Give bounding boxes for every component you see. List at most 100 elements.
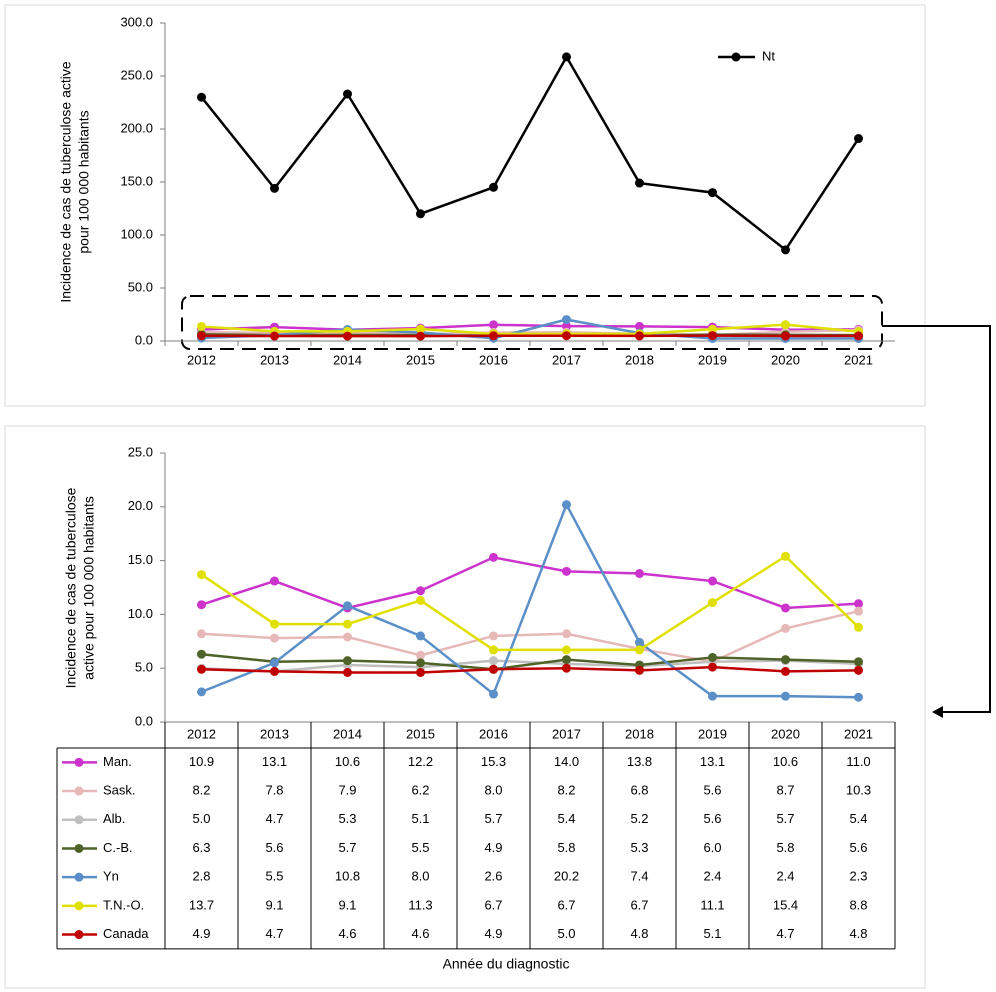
x-tick-label: 2014: [333, 726, 362, 741]
table-cell: 10.6: [773, 754, 798, 769]
y-tick-label: 5.0: [135, 660, 153, 675]
series-marker: [562, 500, 571, 510]
series-marker: [562, 566, 571, 576]
table-cell: 4.7: [265, 811, 283, 826]
series-marker: [416, 650, 425, 660]
series-marker: [854, 134, 863, 144]
series-marker: [489, 664, 498, 674]
series-marker: [854, 599, 863, 609]
y-tick-label: 50.0: [128, 279, 153, 294]
table-cell: 10.6: [335, 754, 360, 769]
x-tick-label: 2016: [479, 352, 508, 367]
series-marker: [489, 689, 498, 699]
series-marker: [562, 629, 571, 639]
table-cell: 7.9: [338, 782, 356, 797]
table-cell: 8.7: [776, 782, 794, 797]
table-cell: 6.3: [192, 840, 210, 855]
bottom-panel: [4, 425, 926, 989]
series-marker: [270, 331, 279, 341]
series-marker: [489, 656, 498, 666]
series-marker: [854, 606, 863, 616]
series-marker: [270, 576, 279, 586]
legend-label: Nt: [762, 48, 775, 63]
series-marker: [708, 662, 717, 672]
legend-marker: [74, 872, 84, 882]
x-tick-label: 2012: [187, 726, 216, 741]
y-axis-label: Incidence de cas de tuberculose: [63, 487, 79, 688]
table-cell: 15.3: [481, 754, 506, 769]
x-tick-label: 2021: [844, 352, 873, 367]
series-marker: [270, 633, 279, 643]
series-marker: [708, 331, 717, 341]
table-cell: 2.8: [192, 869, 210, 884]
table-cell: 6.0: [703, 840, 721, 855]
x-tick-label: 2012: [187, 352, 216, 367]
legend-label: Man.: [103, 754, 132, 769]
series-marker: [416, 209, 425, 219]
series-marker: [781, 320, 790, 330]
x-tick-label: 2018: [625, 726, 654, 741]
series-marker: [854, 657, 863, 667]
x-tick-label: 2017: [552, 352, 581, 367]
series-marker: [343, 632, 352, 642]
table-cell: 5.1: [703, 926, 721, 941]
series-line: [201, 652, 859, 671]
series-marker: [854, 665, 863, 675]
series-marker: [416, 658, 425, 668]
y-tick-label: 100.0: [120, 226, 153, 241]
table-cell: 4.9: [484, 926, 502, 941]
series-marker: [562, 331, 571, 341]
table-cell: 10.9: [189, 754, 214, 769]
series-line: [201, 609, 859, 664]
table-cell: 5.6: [849, 840, 867, 855]
table-cell: 7.8: [265, 782, 283, 797]
table-cell: 5.1: [411, 811, 429, 826]
table-cell: 5.7: [484, 811, 502, 826]
table-cell: 13.8: [627, 754, 652, 769]
table-cell: 11.0: [846, 754, 870, 769]
table-cell: 8.8: [849, 897, 867, 912]
table-cell: 5.0: [557, 926, 575, 941]
table-cell: 10.3: [846, 782, 871, 797]
series-marker: [489, 645, 498, 655]
series-line: [201, 556, 859, 610]
table-cell: 5.8: [557, 840, 575, 855]
series-line: [201, 323, 859, 336]
series-marker: [489, 552, 498, 562]
series-marker: [343, 601, 352, 611]
y-tick-label: 0.0: [135, 713, 153, 728]
series-marker: [781, 623, 790, 633]
series-line: [201, 501, 859, 699]
arrow-head: [932, 706, 943, 718]
series-marker: [416, 324, 425, 334]
table-cell: 4.6: [411, 926, 429, 941]
series-marker: [781, 691, 790, 701]
y-tick-label: 15.0: [128, 552, 153, 567]
table-cell: 13.7: [189, 897, 214, 912]
table-cell: 4.8: [630, 926, 648, 941]
series-marker: [343, 89, 352, 99]
x-tick-label: 2017: [552, 726, 581, 741]
y-tick-label: 10.0: [128, 606, 153, 621]
series-marker: [489, 331, 498, 341]
series-marker: [197, 331, 206, 341]
legend-marker: [731, 52, 741, 62]
zoom-arrow: [882, 325, 991, 713]
y-axis-label: active pour 100 000 habitants: [81, 496, 97, 680]
legend-marker: [74, 901, 84, 911]
table-cell: 20.2: [554, 869, 579, 884]
legend-marker: [74, 757, 84, 767]
series-marker: [708, 576, 717, 586]
series-line: [201, 665, 859, 674]
series-line: [201, 659, 859, 673]
series-marker: [562, 645, 571, 655]
x-tick-label: 2015: [406, 726, 435, 741]
table-cell: 13.1: [700, 754, 725, 769]
series-marker: [781, 603, 790, 613]
series-marker: [781, 666, 790, 676]
series-marker: [781, 331, 790, 341]
legend-label: Sask.: [103, 782, 136, 797]
legend-marker: [74, 815, 84, 825]
series-marker: [416, 595, 425, 605]
legend-label: Canada: [103, 926, 149, 941]
